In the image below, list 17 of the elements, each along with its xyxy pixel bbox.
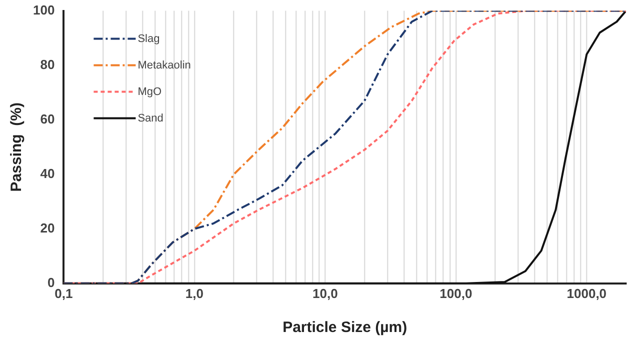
y-tick-label: 40 [40, 166, 55, 181]
y-tick-label: 100 [32, 2, 55, 18]
x-axis-title: Particle Size (µm) [282, 319, 408, 336]
legend-label: MgO [138, 86, 162, 98]
legend-label: Slag [138, 32, 160, 45]
legend-label: Metakaolin [138, 59, 191, 72]
x-tick-label: 10,0 [312, 286, 338, 301]
y-tick-label: 80 [40, 56, 55, 72]
y-tick-label: 60 [40, 111, 55, 126]
y-axis-title: Passing (%) [8, 102, 26, 192]
legend-label: Sand [138, 112, 164, 124]
x-tick-label: 1,0 [185, 286, 204, 301]
y-tick-label: 0 [47, 274, 55, 290]
x-tick-label: 1000,0 [566, 286, 607, 301]
x-tick-label: 0,1 [54, 286, 73, 301]
x-tick-label: 100,0 [440, 286, 472, 301]
y-tick-label: 20 [40, 220, 55, 236]
